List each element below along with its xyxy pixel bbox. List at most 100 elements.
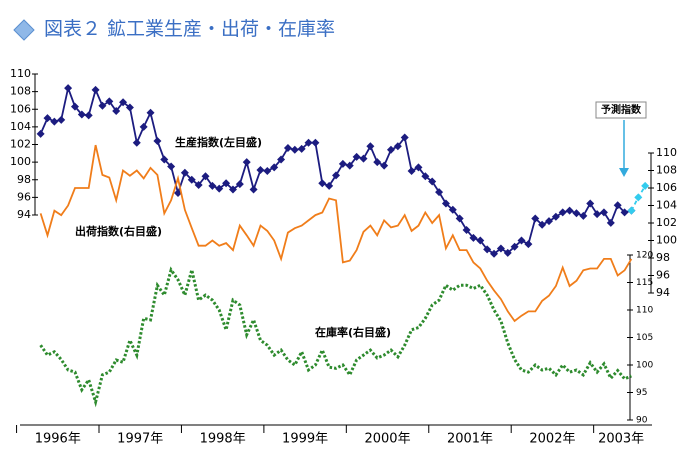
data-point <box>242 158 251 167</box>
y-tick-label: 90 <box>636 416 648 426</box>
x-tick-label: 1997年 <box>117 432 163 447</box>
y-tick-label: 106 <box>656 181 677 194</box>
data-point <box>304 138 313 147</box>
data-point <box>208 181 217 190</box>
data-point <box>338 159 347 168</box>
data-point <box>593 210 602 219</box>
data-point <box>201 172 210 181</box>
y-tick-label: 100 <box>636 361 653 371</box>
data-point <box>77 110 86 119</box>
y-tick-label: 102 <box>10 138 31 151</box>
data-point <box>641 181 650 190</box>
data-point <box>421 172 430 181</box>
data-point <box>407 166 416 175</box>
data-point <box>620 208 629 217</box>
data-point <box>414 163 423 172</box>
data-point <box>125 103 134 112</box>
title-icon <box>13 19 35 41</box>
x-tick-label: 1998年 <box>200 432 246 447</box>
x-tick-label: 2002年 <box>529 432 575 447</box>
y-tick-label: 105 <box>636 333 653 343</box>
data-point <box>386 145 395 154</box>
data-point <box>441 199 450 208</box>
y-tick-label: 110 <box>636 306 653 316</box>
y-tick-label: 98 <box>17 173 31 186</box>
series-line <box>39 266 632 408</box>
data-point <box>167 162 176 171</box>
data-point <box>263 166 272 175</box>
data-point <box>400 133 409 142</box>
data-point <box>64 84 73 93</box>
data-point <box>112 107 121 116</box>
data-point <box>311 138 320 147</box>
data-point <box>469 233 478 242</box>
x-tick-label: 2000年 <box>364 432 410 447</box>
data-point <box>153 136 162 145</box>
data-point <box>187 175 196 184</box>
data-point <box>524 240 533 249</box>
data-point <box>50 117 59 126</box>
data-point <box>91 85 100 94</box>
data-point <box>36 129 45 138</box>
data-point <box>380 161 389 170</box>
data-point <box>43 114 52 123</box>
data-point <box>572 209 581 218</box>
data-point <box>373 158 382 167</box>
y-tick-label: 108 <box>656 164 677 177</box>
data-point <box>503 248 512 257</box>
y-tick-label: 110 <box>656 146 677 159</box>
x-tick-label: 2003年 <box>598 432 644 447</box>
data-point <box>160 155 169 164</box>
data-point <box>215 184 224 193</box>
data-point <box>538 220 547 229</box>
data-point <box>249 185 258 194</box>
data-point <box>483 245 492 254</box>
annotation: 予測指数 <box>601 103 642 116</box>
y-tick-label: 115 <box>636 278 653 288</box>
y-tick-label: 102 <box>656 216 677 229</box>
y-tick-label: 95 <box>636 388 647 398</box>
y-tick-label: 98 <box>656 251 670 264</box>
data-point <box>627 206 636 215</box>
data-point <box>586 199 595 208</box>
data-point <box>613 201 622 210</box>
data-point <box>359 154 368 163</box>
data-point <box>490 249 499 258</box>
y-tick-label: 100 <box>656 234 677 247</box>
data-point <box>366 142 375 151</box>
data-point <box>270 163 279 172</box>
data-point <box>222 179 231 188</box>
data-point <box>290 145 299 154</box>
data-point <box>435 188 444 197</box>
data-point <box>283 144 292 153</box>
data-point <box>256 166 265 175</box>
data-point <box>345 161 354 170</box>
arrow-head <box>619 168 629 177</box>
annotation: 生産指数(左目盛) <box>175 135 262 149</box>
y-tick-label: 106 <box>10 102 31 115</box>
data-point <box>551 212 560 221</box>
series-line <box>39 144 633 323</box>
data-point <box>599 208 608 217</box>
data-point <box>297 144 306 153</box>
data-point <box>579 211 588 220</box>
data-point <box>531 214 540 223</box>
data-point <box>352 152 361 161</box>
data-point <box>132 138 141 147</box>
data-point <box>510 242 519 251</box>
data-point <box>318 179 327 188</box>
x-tick-label: 2001年 <box>447 432 493 447</box>
data-point <box>565 206 574 215</box>
data-point <box>57 115 66 124</box>
data-point <box>634 193 643 202</box>
data-point <box>84 111 93 120</box>
data-point <box>448 205 457 214</box>
data-point <box>558 208 567 217</box>
data-point <box>517 236 526 245</box>
x-tick-label: 1999年 <box>282 432 328 447</box>
data-point <box>180 168 189 177</box>
y-tick-label: 94 <box>656 286 670 299</box>
data-point <box>70 102 79 111</box>
data-point <box>277 155 286 164</box>
